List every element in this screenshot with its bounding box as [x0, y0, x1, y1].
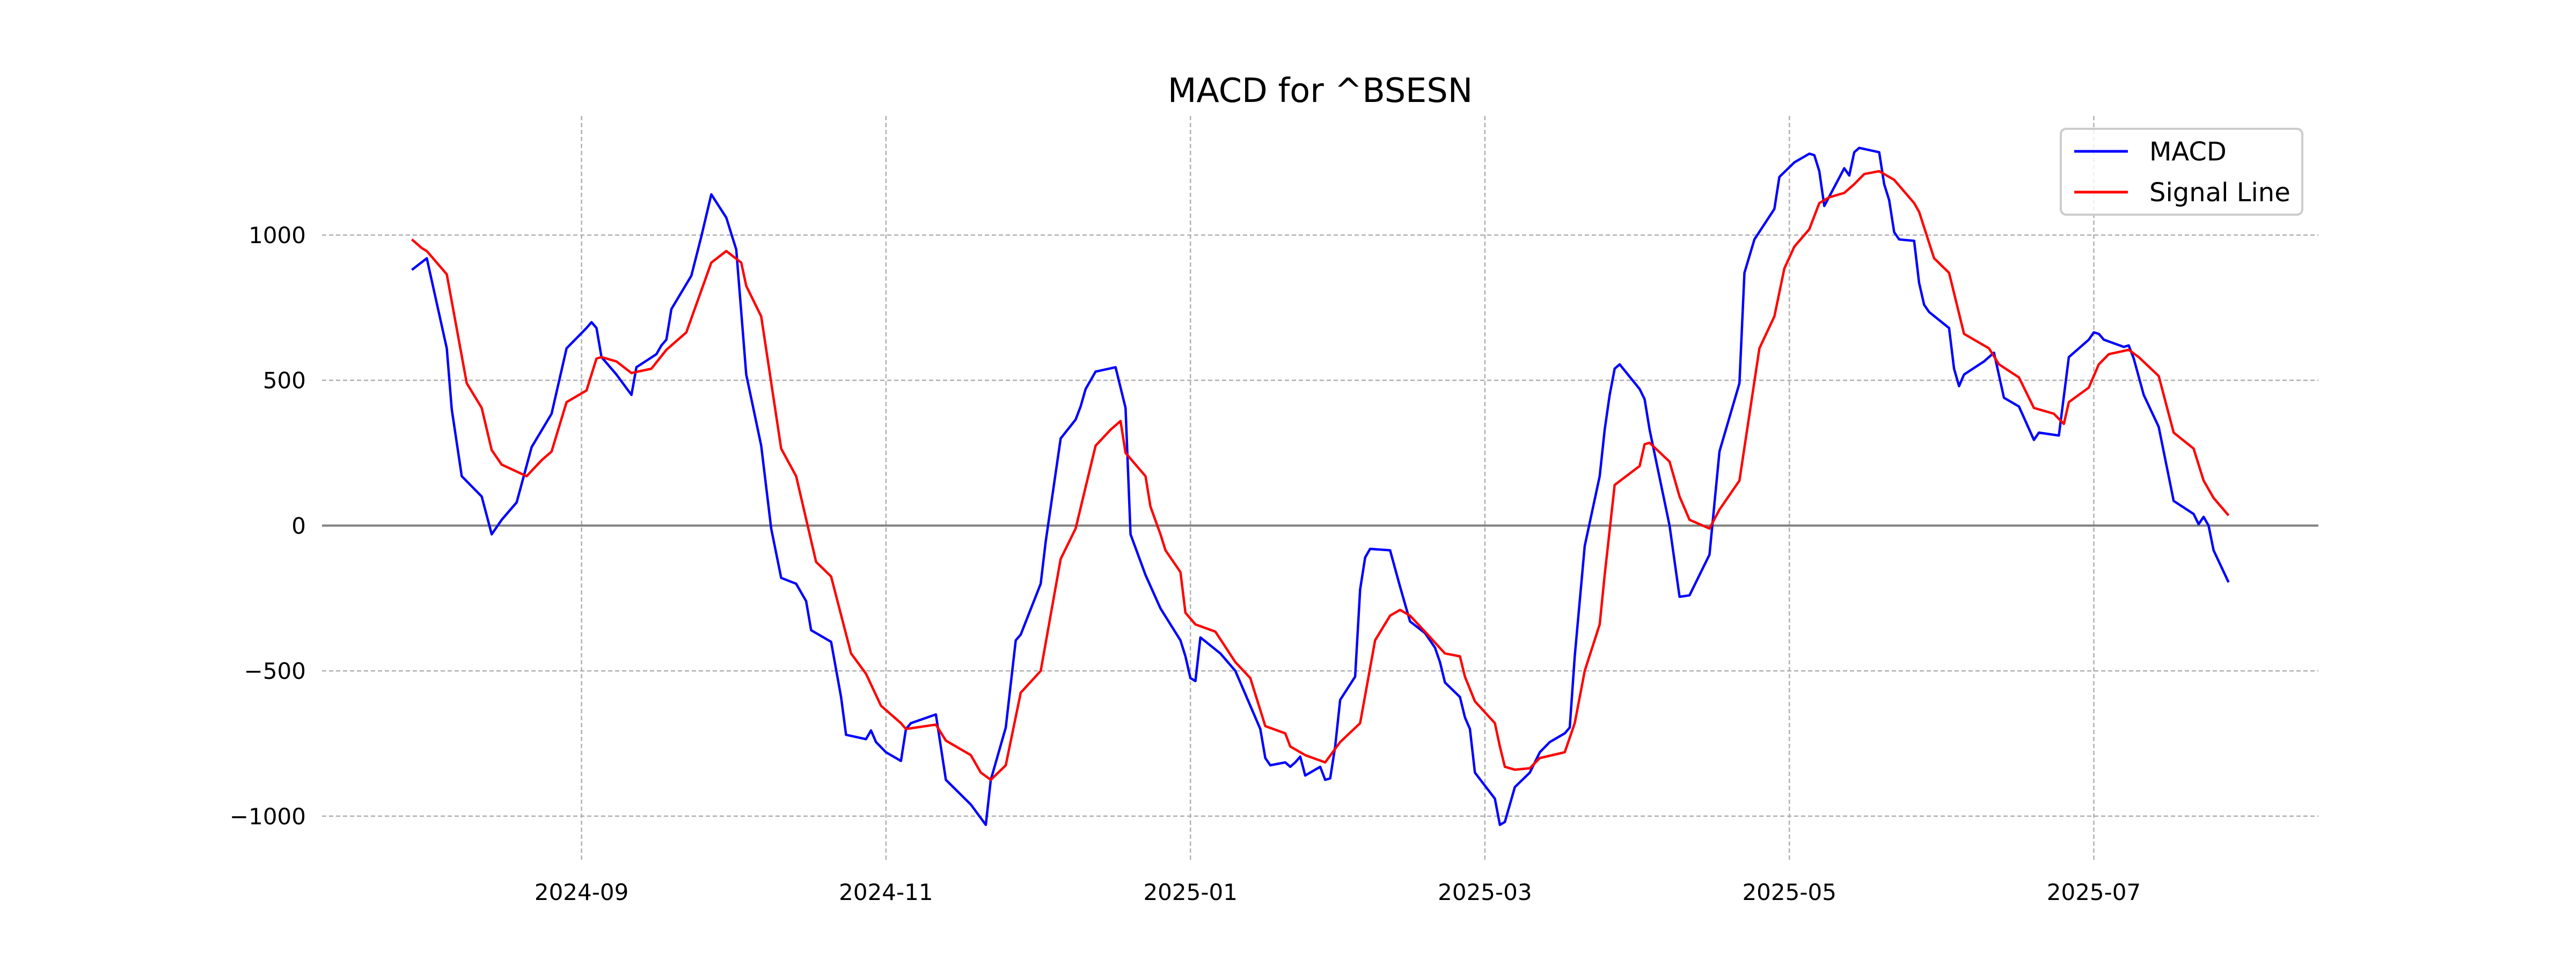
y-tick-label: 1000 [248, 222, 306, 248]
y-tick-label: −1000 [230, 803, 306, 830]
legend: MACD Signal Line [2060, 128, 2303, 216]
series-lines [411, 147, 2230, 826]
legend-label-macd: MACD [2149, 137, 2227, 167]
y-axis-ticks: 1000 500 0 −500 −1000 [230, 222, 306, 830]
y-tick-label: 500 [263, 368, 306, 394]
x-tick-label: 2025-03 [1438, 879, 1532, 905]
signal-line-line [411, 170, 2230, 781]
grid-lines [322, 116, 2318, 860]
macd-line [411, 147, 2230, 826]
x-tick-label: 2025-05 [1742, 879, 1836, 905]
x-tick-label: 2025-01 [1143, 879, 1238, 905]
x-tick-label: 2025-07 [2047, 879, 2141, 905]
chart-title: MACD for ^BSESN [1168, 71, 1473, 110]
x-tick-label: 2024-11 [839, 879, 933, 905]
legend-label-signal-line: Signal Line [2149, 178, 2290, 208]
x-tick-label: 2024-09 [535, 879, 629, 905]
y-tick-label: 0 [291, 513, 306, 539]
y-tick-label: −500 [244, 658, 306, 684]
x-axis-ticks: 2024-09 2024-11 2025-01 2025-03 2025-05 2025-… [535, 879, 2141, 905]
